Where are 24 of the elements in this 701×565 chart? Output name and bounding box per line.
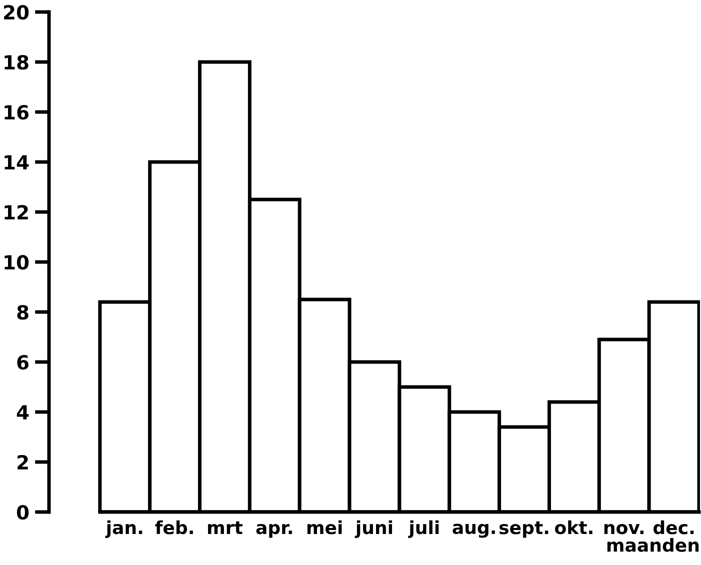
y-tick-label: 10: [4, 254, 29, 270]
x-tick-label: nov.: [604, 524, 644, 534]
x-tick-label: apr.: [256, 524, 292, 538]
y-tick-label: 18: [4, 54, 28, 70]
y-tick-label: 0: [16, 504, 29, 520]
x-tick-label: aug.: [452, 524, 495, 538]
x-tick-label: dec.: [653, 520, 694, 534]
x-tick-label: sept.: [500, 521, 548, 538]
y-tick-label: 16: [4, 104, 29, 120]
x-tick-label: okt.: [555, 520, 592, 534]
x-tick-label: juli: [408, 520, 439, 538]
x-tick-label: mrt: [208, 521, 242, 534]
x-tick-label: juni: [354, 520, 392, 538]
x-tick-label: feb.: [155, 520, 193, 534]
y-tick-label: 20: [4, 4, 29, 20]
y-tick-label: 14: [4, 155, 29, 170]
y-tick-label: 2: [18, 454, 28, 470]
x-tick-label: mei: [307, 520, 342, 534]
y-tick-label: 12: [4, 204, 28, 220]
x-axis-title: maanden: [607, 538, 699, 552]
y-tick-label: 8: [17, 304, 28, 320]
y-tick-label: 6: [17, 354, 29, 370]
y-tick-label: 4: [16, 405, 29, 420]
x-tick-label: jan.: [105, 520, 142, 538]
